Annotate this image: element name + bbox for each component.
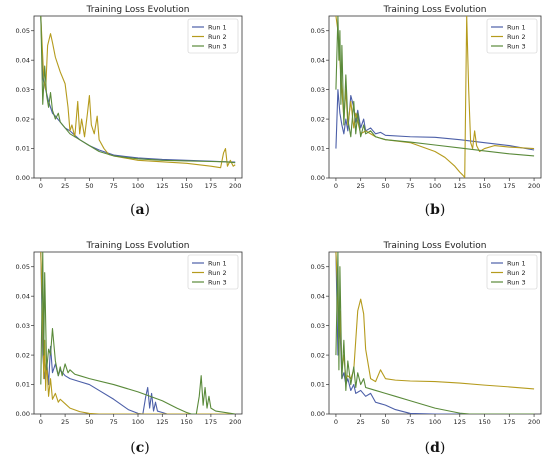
legend-entry: Run 3 xyxy=(208,42,227,50)
x-tick-label: 0 xyxy=(334,418,338,426)
y-tick-label: 0.05 xyxy=(16,263,30,271)
chart-title: Training Loss Evolution xyxy=(86,5,190,15)
series-line-run-3 xyxy=(40,16,236,164)
series-line-run-3 xyxy=(335,16,535,157)
y-tick-label: 0.02 xyxy=(16,351,30,359)
legend-entry: Run 2 xyxy=(208,269,227,277)
series-line-run-3 xyxy=(40,252,236,414)
y-tick-label: 0.01 xyxy=(16,381,30,389)
y-tick-label: 0.04 xyxy=(16,56,30,64)
y-tick-label: 0.01 xyxy=(311,381,325,389)
x-tick-label: 125 xyxy=(454,182,466,190)
legend-entry: Run 3 xyxy=(208,278,227,286)
y-tick-label: 0.00 xyxy=(311,410,325,418)
x-tick-label: 200 xyxy=(229,182,241,190)
y-tick-label: 0.02 xyxy=(16,115,30,123)
y-tick-label: 0.00 xyxy=(16,174,30,182)
panel-caption: (a) xyxy=(130,202,150,218)
x-tick-label: 175 xyxy=(205,182,217,190)
y-tick-label: 0.03 xyxy=(16,86,30,94)
x-tick-label: 150 xyxy=(180,418,192,426)
y-tick-label: 0.05 xyxy=(311,27,325,35)
legend-entry: Run 2 xyxy=(507,269,526,277)
y-tick-label: 0.01 xyxy=(311,145,325,153)
y-tick-label: 0.02 xyxy=(311,115,325,123)
chart-panel-a: Training Loss Evolution 0.00 0.01 0.02 0.03 0… xyxy=(16,5,243,218)
series-line-run-2 xyxy=(335,16,535,178)
legend-entry: Run 1 xyxy=(208,259,227,267)
x-tick-label: 100 xyxy=(132,182,144,190)
chart-panel-c: Training Loss Evolution 0.00 0.01 0.02 0.03 0… xyxy=(16,241,243,456)
y-tick-label: 0.02 xyxy=(311,351,325,359)
x-tick-label: 25 xyxy=(357,182,365,190)
chart-title: Training Loss Evolution xyxy=(383,241,487,251)
series-line-run-3 xyxy=(335,252,535,414)
x-tick-label: 25 xyxy=(61,182,69,190)
legend-entry: Run 2 xyxy=(208,33,227,41)
legend-entry: Run 3 xyxy=(507,42,526,50)
x-tick-label: 100 xyxy=(132,418,144,426)
y-tick-label: 0.00 xyxy=(311,174,325,182)
x-tick-label: 25 xyxy=(357,418,365,426)
x-tick-label: 200 xyxy=(229,418,241,426)
legend-entry: Run 1 xyxy=(208,23,227,31)
y-tick-label: 0.03 xyxy=(16,322,30,330)
y-tick-label: 0.01 xyxy=(16,145,30,153)
x-tick-label: 75 xyxy=(110,182,118,190)
x-tick-label: 50 xyxy=(85,182,93,190)
x-tick-label: 50 xyxy=(85,418,93,426)
legend-entry: Run 1 xyxy=(507,23,526,31)
x-tick-label: 175 xyxy=(205,418,217,426)
y-tick-label: 0.03 xyxy=(311,86,325,94)
chart-title: Training Loss Evolution xyxy=(383,5,487,15)
x-tick-label: 100 xyxy=(429,182,441,190)
chart-panel-b: Training Loss Evolution 0.00 0.01 0.02 0.03 0… xyxy=(311,5,542,218)
chart-panel-d: Training Loss Evolution 0.00 0.01 0.02 0.03 0… xyxy=(311,241,542,456)
y-tick-label: 0.03 xyxy=(311,322,325,330)
series-line-run-2 xyxy=(40,16,236,169)
x-tick-label: 50 xyxy=(381,418,389,426)
series-line-run-1 xyxy=(40,252,236,414)
x-tick-label: 0 xyxy=(39,182,43,190)
panel-caption: (d) xyxy=(425,440,446,456)
legend-entry: Run 1 xyxy=(507,259,526,267)
x-tick-label: 175 xyxy=(503,182,515,190)
legend-entry: Run 2 xyxy=(507,33,526,41)
y-tick-label: 0.04 xyxy=(16,292,30,300)
x-tick-label: 150 xyxy=(478,418,490,426)
y-tick-label: 0.05 xyxy=(16,27,30,35)
x-tick-label: 25 xyxy=(61,418,69,426)
x-tick-label: 125 xyxy=(156,182,168,190)
y-tick-label: 0.04 xyxy=(311,292,325,300)
x-tick-label: 75 xyxy=(110,418,118,426)
legend-entry: Run 3 xyxy=(507,278,526,286)
x-tick-label: 150 xyxy=(478,182,490,190)
x-tick-label: 200 xyxy=(528,182,540,190)
x-tick-label: 175 xyxy=(503,418,515,426)
panel-caption: (b) xyxy=(425,202,446,218)
x-tick-label: 100 xyxy=(429,418,441,426)
x-tick-label: 125 xyxy=(156,418,168,426)
panel-caption: (c) xyxy=(130,440,149,456)
x-tick-label: 200 xyxy=(528,418,540,426)
y-tick-label: 0.04 xyxy=(311,56,325,64)
x-tick-label: 0 xyxy=(39,418,43,426)
x-tick-label: 75 xyxy=(406,182,414,190)
series-line-run-1 xyxy=(335,89,535,151)
y-tick-label: 0.00 xyxy=(16,410,30,418)
chart-title: Training Loss Evolution xyxy=(86,241,190,251)
x-tick-label: 150 xyxy=(180,182,192,190)
x-tick-label: 0 xyxy=(334,182,338,190)
series-line-run-2 xyxy=(40,252,236,414)
x-tick-label: 50 xyxy=(381,182,389,190)
x-tick-label: 125 xyxy=(454,418,466,426)
y-tick-label: 0.05 xyxy=(311,263,325,271)
x-tick-label: 75 xyxy=(406,418,414,426)
